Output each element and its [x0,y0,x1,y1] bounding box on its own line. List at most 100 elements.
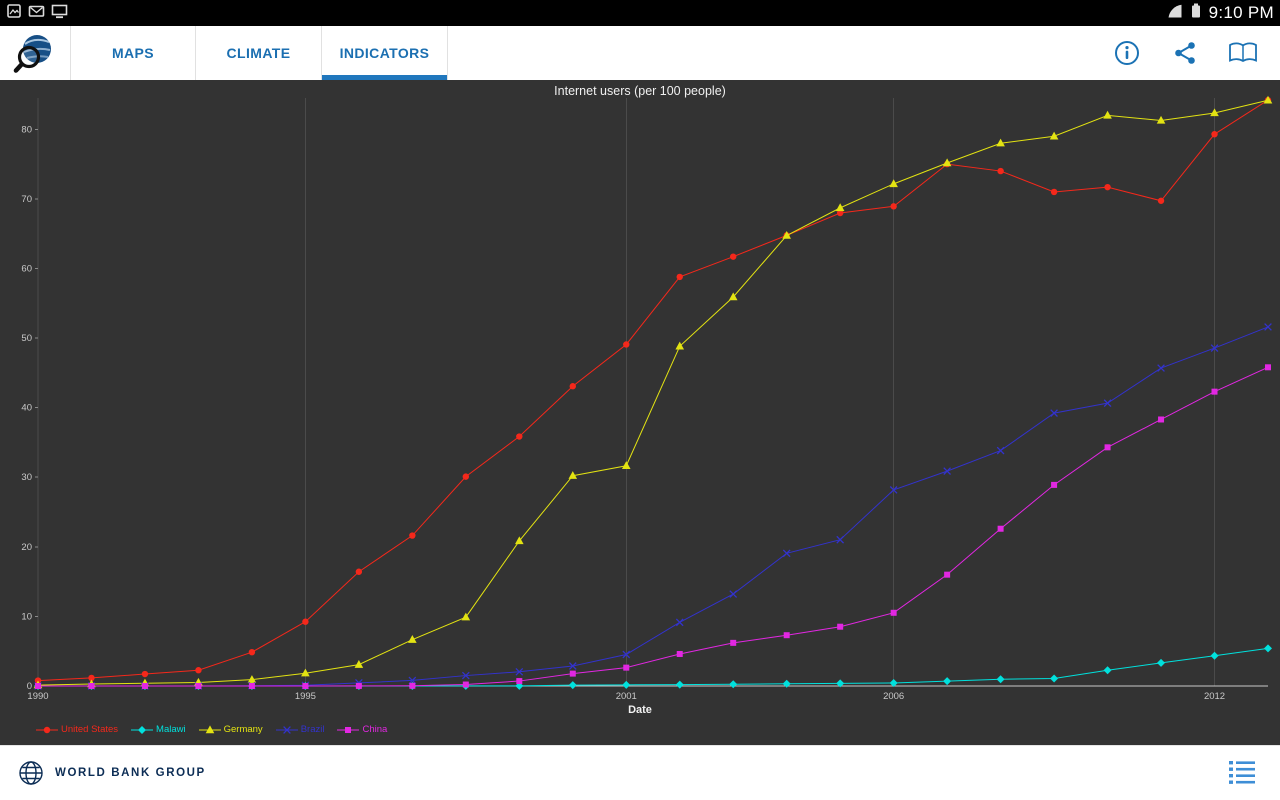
tab-indicators-label: INDICATORS [339,45,430,61]
marker-x [1103,399,1112,407]
x-tick-label: 2006 [883,691,904,702]
tab-climate[interactable]: CLIMATE [196,26,322,80]
legend-item-malawi: Malawi [131,724,186,735]
marker-square [141,683,148,689]
marker-diamond [996,675,1005,684]
marker-triangle [1156,115,1166,124]
marker-diamond [622,680,631,689]
book-icon [1229,42,1257,63]
footer: WORLD BANK GROUP [0,745,1280,800]
marker-circle [195,667,202,674]
info-button[interactable] [1098,26,1156,80]
action-bar [1098,26,1280,80]
battery-icon [1190,2,1202,24]
chart-area: Internet users (per 100 people) 1990 1995… [0,80,1280,745]
legend-label: Germany [223,724,263,735]
series-line-malawi [38,647,1269,687]
marker-diamond [568,681,577,690]
y-tick-label: 70 [21,194,32,205]
marker-triangle [1210,108,1219,117]
marker-diamond [836,679,845,688]
wifi-icon [1167,3,1183,24]
marker-triangle [621,461,631,469]
marker-triangle [205,724,214,733]
marker-triangle [247,675,257,683]
tab-maps-label: MAPS [111,45,155,61]
marker-triangle [782,230,791,239]
email-icon [28,3,45,24]
marker-circle [676,273,683,281]
tab-climate-label: CLIMATE [226,45,291,61]
marker-circle [569,383,576,390]
status-system: 9:10 PM [1167,2,1274,24]
marker-square [837,623,844,630]
marker-x [729,590,738,598]
marker-x [996,446,1005,455]
marker-x [1157,364,1165,372]
marker-x [943,467,951,475]
legend-item-germany: Germany [198,724,263,735]
marker-x [675,618,684,627]
marker-square [997,525,1004,532]
marker-triangle [461,612,471,621]
marker-triangle [889,179,898,188]
marker-square [88,683,95,689]
marker-square [1051,481,1058,488]
marker-x [515,667,524,676]
share-button[interactable] [1156,26,1214,80]
marker-square [1211,388,1218,395]
marker-diamond [1157,658,1166,667]
share-icon [1175,42,1195,64]
line-chart[interactable]: 1990 1995 2001 2006 2012 0 10 20 30 40 50 60 70 80 [0,80,1280,720]
legend-list-button[interactable] [1220,751,1264,795]
marker-square [35,683,41,689]
reader-button[interactable] [1214,26,1272,80]
app-bar: MAPS CLIMATE INDICATORS [0,26,1280,80]
marker-circle [462,473,470,480]
marker-x [282,725,291,734]
y-tick-label: 20 [21,542,32,553]
marker-circle [355,568,363,575]
marker-triangle [1263,95,1273,104]
marker-triangle [1049,131,1059,140]
marker-triangle [728,292,738,301]
tab-maps[interactable]: MAPS [70,26,196,80]
x-tick-label: 1995 [295,691,316,702]
marker-x [408,676,417,685]
marker-square [944,571,951,578]
x-tick-label: 2012 [1204,691,1225,702]
marker-square [462,681,469,688]
marker-triangle [942,158,952,167]
y-tick-label: 80 [21,124,32,135]
marker-diamond [1050,674,1059,683]
chart-title: Internet users (per 100 people) [554,84,726,98]
marker-square [355,682,362,689]
marker-circle [1050,188,1058,196]
marker-circle [248,648,256,656]
marker-x [1264,323,1272,331]
marker-square [730,639,737,646]
marker-circle [997,167,1004,175]
marker-triangle [1103,110,1112,119]
clock: 9:10 PM [1208,3,1274,22]
series-line-germany [37,99,1269,686]
brand-text: WORLD BANK GROUP [55,767,206,779]
marker-circle [836,209,844,217]
legend-label: Malawi [156,724,186,735]
marker-x [889,486,898,494]
marker-triangle [568,471,578,479]
marker-diamond [889,679,898,688]
x-tick-label: 2001 [616,691,637,702]
marker-diamond [782,679,791,688]
legend-item-united-states: United States [36,724,118,735]
legend-marker-circle-icon [36,726,58,733]
y-tick-label: 0 [27,681,32,692]
marker-triangle [996,138,1005,147]
marker-square [195,683,202,689]
globe-icon [19,761,43,785]
app-logo-icon[interactable] [0,26,70,80]
marker-square [676,650,683,657]
marker-square [248,683,255,689]
tab-indicators[interactable]: INDICATORS [322,26,448,80]
chart-legend: United States Malawi Germany Brazil China [36,724,387,735]
